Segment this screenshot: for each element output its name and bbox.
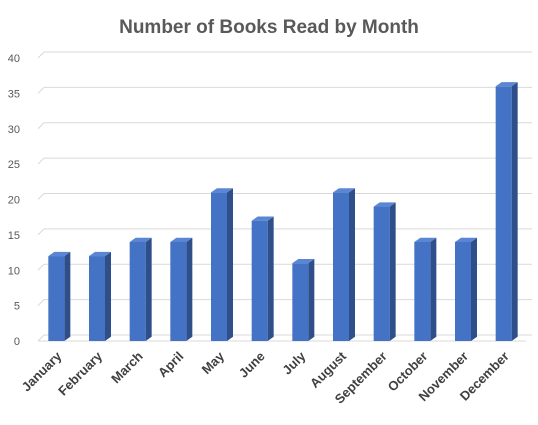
grid-line-side <box>37 51 45 59</box>
bar-front <box>89 256 105 341</box>
bar-front <box>251 220 268 341</box>
bar-july <box>292 258 315 341</box>
bar-side <box>308 258 315 341</box>
bar-front <box>48 256 65 341</box>
bar-march <box>129 237 152 341</box>
y-tick-label: 5 <box>14 301 20 313</box>
bar-side <box>186 237 193 341</box>
bar-top <box>170 237 193 242</box>
y-tick-label: 15 <box>8 230 20 242</box>
x-tick-label: May <box>199 348 228 377</box>
bar-october <box>414 237 437 341</box>
bar-side <box>511 82 518 341</box>
bar-front <box>414 241 431 341</box>
bar-january <box>48 251 71 341</box>
bar-front <box>455 241 471 341</box>
bar-june <box>251 216 274 341</box>
grid-line-side <box>37 299 45 306</box>
grid-line-side <box>37 334 45 342</box>
grid-line-side <box>37 228 45 236</box>
y-tick-label: 40 <box>8 53 20 65</box>
bar-top <box>251 216 274 221</box>
bar-top <box>129 237 152 242</box>
bar-side <box>64 251 71 341</box>
bar-front <box>211 192 227 341</box>
x-tick-label: February <box>55 348 105 398</box>
bar-august <box>333 188 355 341</box>
grid-line-side <box>37 87 45 94</box>
bar-december <box>495 82 518 341</box>
bar-september <box>373 202 396 341</box>
bar-side <box>267 216 274 341</box>
bar-top <box>89 251 111 257</box>
grid-line-side <box>37 193 45 200</box>
bar-front <box>333 192 349 341</box>
bar-top <box>455 237 477 242</box>
grid-line-side <box>37 157 45 165</box>
bar-top <box>414 237 437 242</box>
bar-april <box>170 237 193 341</box>
bar-front <box>373 206 390 341</box>
bar-top <box>48 251 71 257</box>
bar-front <box>170 241 187 341</box>
y-tick-label: 35 <box>8 88 20 100</box>
bar-side <box>471 237 477 341</box>
grid-line-side <box>37 263 45 271</box>
y-tick-label: 0 <box>14 336 20 348</box>
bar-top <box>292 258 315 264</box>
bar-side <box>145 237 152 341</box>
x-tick-label: April <box>155 349 187 381</box>
y-tick-label: 30 <box>8 124 20 136</box>
bar-side <box>349 188 355 341</box>
bar-top <box>333 188 355 193</box>
bar-top <box>211 188 233 193</box>
chart-title: Number of Books Read by Month <box>119 17 419 38</box>
bar-top <box>495 82 518 87</box>
bar-top <box>373 202 396 207</box>
y-tick-label: 20 <box>8 195 20 207</box>
bar-front <box>129 241 146 341</box>
bar-side <box>389 202 396 341</box>
x-tick-label: March <box>108 348 146 386</box>
bar-may <box>211 188 233 341</box>
bar-november <box>455 237 477 341</box>
y-tick-label: 10 <box>8 265 20 277</box>
bar-side <box>430 237 437 341</box>
bar-side <box>227 188 233 341</box>
bar-front <box>495 86 512 341</box>
x-tick-label: July <box>279 348 309 378</box>
bar-front <box>292 263 309 341</box>
grid-line-side <box>37 122 45 130</box>
bar-side <box>105 251 111 341</box>
x-tick-label: June <box>236 349 268 381</box>
bar-february <box>89 251 111 341</box>
y-tick-label: 25 <box>8 159 20 171</box>
